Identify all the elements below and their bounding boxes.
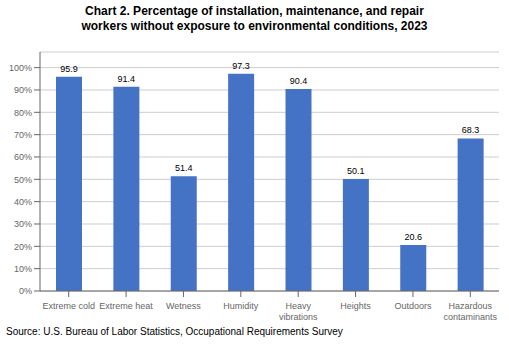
svg-text:97.3: 97.3 — [232, 61, 250, 71]
svg-text:60%: 60% — [14, 152, 32, 162]
svg-text:Humidity: Humidity — [223, 301, 259, 311]
svg-text:30%: 30% — [14, 219, 32, 229]
svg-text:50.1: 50.1 — [347, 166, 365, 176]
svg-text:40%: 40% — [14, 197, 32, 207]
svg-text:Extreme heat: Extreme heat — [99, 301, 153, 311]
svg-text:20.6: 20.6 — [404, 232, 422, 242]
svg-text:95.9: 95.9 — [60, 64, 78, 74]
svg-text:0%: 0% — [19, 286, 32, 296]
svg-text:Hazardouscontaminants: Hazardouscontaminants — [444, 301, 498, 322]
svg-text:Wetness: Wetness — [166, 301, 201, 311]
svg-text:68.3: 68.3 — [462, 125, 480, 135]
svg-text:10%: 10% — [14, 264, 32, 274]
svg-text:50%: 50% — [14, 175, 32, 185]
svg-text:100%: 100% — [9, 63, 32, 73]
svg-text:51.4: 51.4 — [175, 163, 193, 173]
svg-text:Extreme cold: Extreme cold — [42, 301, 95, 311]
html-text:Chart 2. Percentage of install: Chart 2. Percentage of installation, mai… — [81, 4, 428, 33]
svg-text:90%: 90% — [14, 85, 32, 95]
svg-text:Outdoors: Outdoors — [394, 301, 432, 311]
svg-text:70%: 70% — [14, 130, 32, 140]
svg-text:90.4: 90.4 — [290, 76, 308, 86]
svg-text:Heavyvibrations: Heavyvibrations — [279, 301, 318, 322]
svg-text:80%: 80% — [14, 108, 32, 118]
svg-text:Heights: Heights — [340, 301, 371, 311]
svg-text:20%: 20% — [14, 242, 32, 252]
html-text:Source: U.S. Bureau of Labor S: Source: U.S. Bureau of Labor Statistics,… — [6, 326, 343, 337]
svg-text:91.4: 91.4 — [118, 74, 136, 84]
